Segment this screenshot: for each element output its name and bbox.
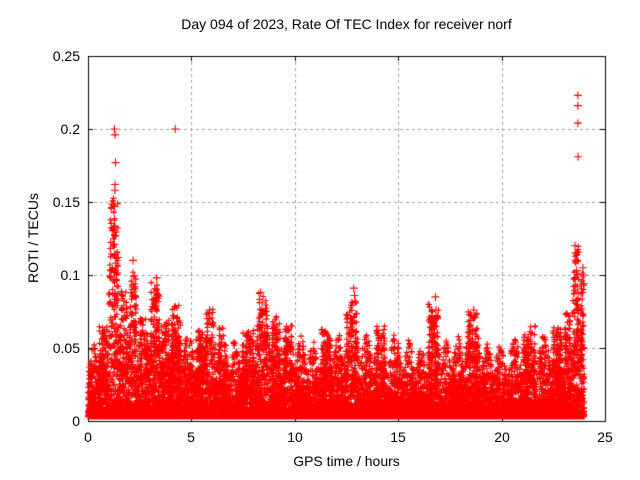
x-tick-label: 5: [187, 429, 195, 445]
y-tick-label: 0: [72, 413, 80, 429]
y-tick-label: 0.25: [52, 48, 80, 64]
x-tick-label: 20: [494, 429, 510, 445]
y-tick-label: 0.05: [52, 340, 80, 356]
x-tick-label: 15: [390, 429, 406, 445]
x-tick-label: 0: [84, 429, 92, 445]
y-tick-label: 0.1: [60, 267, 80, 283]
x-tick-label: 10: [287, 429, 303, 445]
y-tick-label: 0.15: [52, 194, 80, 210]
y-tick-label: 0.2: [60, 121, 80, 137]
x-tick-label: 25: [597, 429, 613, 445]
chart-title: Day 094 of 2023, Rate Of TEC Index for r…: [181, 16, 512, 32]
x-axis-label: GPS time / hours: [293, 453, 400, 469]
